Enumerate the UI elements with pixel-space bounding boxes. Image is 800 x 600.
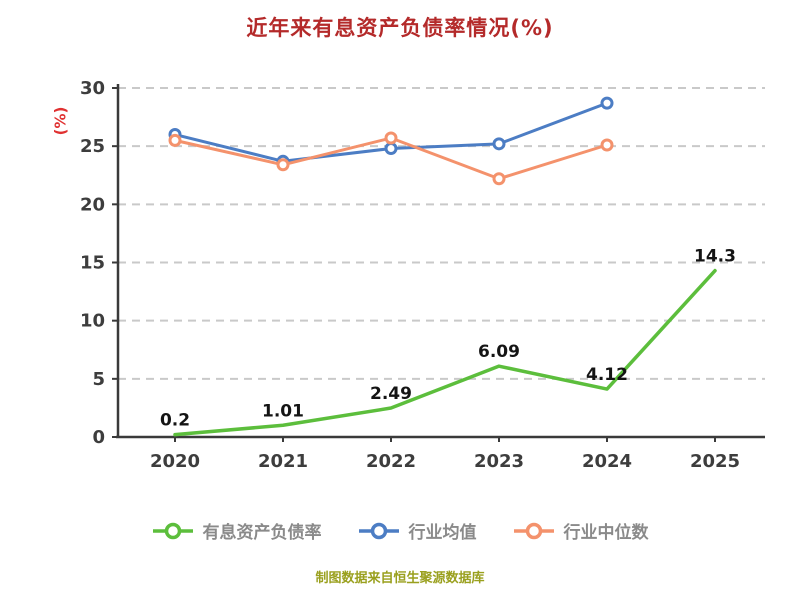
point-marker — [492, 172, 506, 186]
point-label: 6.09 — [478, 342, 520, 362]
y-tick-label: 30 — [80, 78, 105, 99]
y-tick-label: 20 — [80, 194, 105, 215]
point-marker — [384, 131, 398, 145]
data-source-caption: 制图数据来自恒生聚源数据库 — [315, 571, 485, 586]
y-tick-label: 5 — [92, 369, 105, 390]
legend-label: 行业中位数 — [563, 523, 649, 543]
point-marker — [600, 96, 614, 110]
point-label: 14.3 — [694, 247, 736, 267]
x-tick-label: 2021 — [258, 451, 308, 472]
x-tick-label: 2024 — [582, 451, 632, 472]
legend-item-0: 有息资产负债率 — [152, 518, 322, 543]
y-tick-label: 10 — [80, 311, 105, 332]
series-line — [173, 268, 717, 437]
point-label: 0.2 — [160, 411, 190, 431]
legend-label: 行业均值 — [408, 523, 477, 543]
legend-marker-icon — [513, 522, 554, 539]
point-marker — [276, 158, 290, 172]
x-tick-label: 2022 — [366, 451, 416, 472]
chart-title: 近年来有息资产负债率情况(%) — [246, 16, 554, 40]
y-tick-label: 15 — [80, 253, 105, 274]
point-marker — [384, 141, 398, 155]
x-tick-label: 2020 — [150, 451, 200, 472]
point-label: 4.12 — [586, 365, 628, 385]
point-label: 2.49 — [370, 384, 412, 404]
y-tick-label: 0 — [92, 427, 105, 448]
x-tick-label: 2023 — [474, 451, 524, 472]
y-tick-label: 25 — [80, 136, 105, 157]
x-tick-label: 2025 — [690, 451, 740, 472]
legend-item-1: 行业均值 — [358, 518, 477, 543]
legend-item-2: 行业中位数 — [513, 518, 649, 543]
point-marker — [168, 133, 182, 147]
point-label: 1.01 — [262, 401, 304, 421]
legend: 有息资产负债率 行业均值 行业中位数 — [0, 518, 800, 543]
legend-marker-icon — [152, 522, 193, 539]
point-marker — [492, 137, 506, 151]
point-marker — [600, 138, 614, 152]
legend-label: 有息资产负债率 — [202, 523, 322, 543]
legend-marker-icon — [358, 522, 399, 539]
